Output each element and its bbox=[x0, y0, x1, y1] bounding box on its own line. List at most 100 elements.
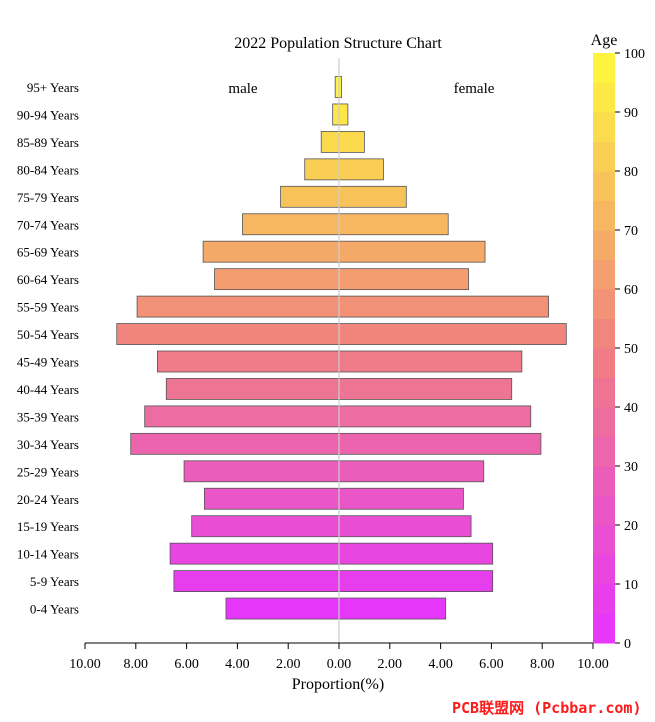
x-tick-label: 2.00 bbox=[276, 657, 301, 672]
colorbar-segment bbox=[593, 289, 615, 319]
colorbar-segment bbox=[593, 436, 615, 467]
x-tick-label: 8.00 bbox=[124, 657, 149, 672]
category-label: 25-29 Years bbox=[17, 464, 79, 479]
bar-female bbox=[338, 268, 469, 291]
category-label: 65-69 Years bbox=[17, 245, 79, 260]
category-label: 5-9 Years bbox=[30, 574, 79, 589]
colorbar-tick-label: 70 bbox=[624, 224, 638, 239]
x-tick-label: 4.00 bbox=[428, 657, 453, 672]
bar-female bbox=[338, 432, 542, 455]
x-tick-label: 10.00 bbox=[577, 657, 609, 672]
bar-female bbox=[338, 350, 523, 373]
category-label: 95+ Years bbox=[27, 80, 79, 95]
colorbar-segment bbox=[593, 259, 615, 290]
bar-male bbox=[203, 487, 340, 510]
category-label: 45-49 Years bbox=[17, 355, 79, 370]
colorbar-segment bbox=[593, 584, 615, 614]
category-label: 35-39 Years bbox=[17, 409, 79, 424]
bar-male bbox=[156, 350, 340, 373]
bar-female bbox=[338, 405, 532, 428]
x-axis: 10.00 8.00 6.00 4.00 2.00 0.00 2.00 4.00 6.00 8.0… bbox=[69, 642, 609, 672]
bar-male bbox=[173, 570, 340, 592]
colorbar-tick-label: 40 bbox=[624, 401, 638, 416]
colorbar: 0 10 20 30 40 50 60 70 80 90 100 bbox=[593, 47, 645, 652]
colorbar-segment bbox=[593, 200, 615, 231]
colorbar-segment bbox=[593, 554, 615, 585]
colorbar-segment bbox=[593, 348, 615, 378]
colorbar-segment bbox=[593, 141, 615, 172]
category-label: 10-14 Years bbox=[17, 547, 79, 562]
colorbar-segment bbox=[593, 230, 615, 260]
colorbar-segment bbox=[593, 613, 615, 644]
x-tick-label: 6.00 bbox=[479, 657, 504, 672]
bar-male bbox=[183, 460, 340, 483]
colorbar-tick-label: 0 bbox=[624, 637, 631, 652]
bar-male bbox=[280, 185, 340, 208]
bar-male bbox=[191, 515, 340, 538]
bar-female bbox=[338, 213, 449, 236]
colorbar-segment bbox=[593, 53, 615, 83]
bar-female bbox=[338, 378, 513, 400]
watermark-text: PCB联盟网 (Pcbbar.com) bbox=[452, 699, 642, 717]
colorbar-segment bbox=[593, 112, 615, 142]
bar-female bbox=[338, 295, 549, 318]
bar-female bbox=[338, 515, 472, 538]
bar-female bbox=[338, 185, 407, 208]
bar-male bbox=[304, 158, 340, 181]
colorbar-segment bbox=[593, 495, 615, 526]
bar-female bbox=[338, 460, 485, 483]
colorbar-tick-label: 60 bbox=[624, 283, 638, 298]
bar-female bbox=[338, 240, 486, 263]
bar-male bbox=[165, 378, 340, 400]
bar-male bbox=[320, 130, 340, 153]
bar-male bbox=[136, 295, 340, 318]
bar-female bbox=[338, 323, 567, 345]
bar-male bbox=[116, 323, 340, 345]
colorbar-segment bbox=[593, 525, 615, 555]
series-label-female: female bbox=[454, 81, 495, 97]
colorbar-tick-label: 30 bbox=[624, 460, 638, 475]
category-label: 30-34 Years bbox=[17, 437, 79, 452]
bar-male bbox=[169, 542, 340, 565]
colorbar-tick-label: 10 bbox=[624, 578, 638, 593]
bar-male bbox=[202, 240, 340, 263]
bar-male bbox=[332, 103, 340, 126]
bar-male bbox=[144, 405, 340, 428]
bar-female bbox=[338, 570, 494, 592]
category-label: 15-19 Years bbox=[17, 519, 79, 534]
colorbar-segment bbox=[593, 407, 615, 437]
bar-female bbox=[338, 158, 384, 181]
x-tick-label: 8.00 bbox=[530, 657, 555, 672]
chart-title: 2022 Population Structure Chart bbox=[234, 35, 442, 52]
colorbar-tick-label: 50 bbox=[624, 342, 638, 357]
category-label: 70-74 Years bbox=[17, 217, 79, 232]
bar-male bbox=[242, 213, 340, 236]
bar-female bbox=[338, 597, 447, 620]
x-tick-label: 4.00 bbox=[225, 657, 250, 672]
category-label: 0-4 Years bbox=[30, 602, 79, 617]
colorbar-segment bbox=[593, 82, 615, 113]
bar-male bbox=[214, 268, 340, 291]
colorbar-tick-label: 20 bbox=[624, 519, 638, 534]
bar-female bbox=[338, 487, 464, 510]
bar-male bbox=[130, 432, 340, 455]
colorbar-tick-label: 100 bbox=[624, 47, 645, 62]
x-tick-label: 0.00 bbox=[327, 657, 352, 672]
category-label: 85-89 Years bbox=[17, 135, 79, 150]
colorbar-segment bbox=[593, 171, 615, 201]
x-axis-label: Proportion(%) bbox=[292, 676, 384, 693]
x-tick-label: 10.00 bbox=[69, 657, 101, 672]
category-label: 20-24 Years bbox=[17, 492, 79, 507]
category-label: 60-64 Years bbox=[17, 272, 79, 287]
category-label: 75-79 Years bbox=[17, 190, 79, 205]
colorbar-tick-label: 80 bbox=[624, 165, 638, 180]
category-label: 90-94 Years bbox=[17, 107, 79, 122]
category-label: 40-44 Years bbox=[17, 382, 79, 397]
category-label: 50-54 Years bbox=[17, 327, 79, 342]
series-label-male: male bbox=[228, 81, 257, 97]
colorbar-segment bbox=[593, 377, 615, 408]
bar-male bbox=[225, 597, 340, 620]
colorbar-tick-label: 90 bbox=[624, 106, 638, 121]
bar-female bbox=[338, 103, 349, 126]
